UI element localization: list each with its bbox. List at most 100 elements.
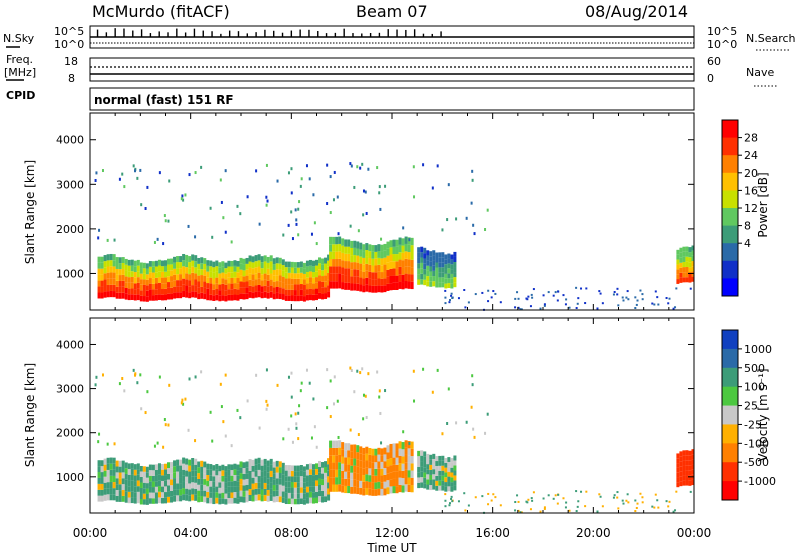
power-cell bbox=[395, 261, 399, 269]
velocity-data bbox=[94, 366, 695, 514]
power-cell bbox=[356, 255, 360, 263]
power-cell bbox=[395, 268, 399, 276]
velocity-cell bbox=[154, 498, 158, 504]
velocity-cell bbox=[374, 489, 378, 496]
power-cell bbox=[121, 274, 125, 281]
velocity-cell bbox=[109, 481, 113, 489]
power-cell bbox=[368, 244, 372, 252]
velocity-cell bbox=[227, 498, 231, 504]
power-cell bbox=[221, 289, 225, 296]
power-cell bbox=[438, 267, 442, 273]
velocity-cell bbox=[332, 440, 336, 448]
velocity-cell bbox=[420, 455, 424, 462]
velocity-cell bbox=[179, 489, 183, 496]
velocity-cell bbox=[182, 457, 186, 464]
power-cell bbox=[109, 260, 113, 267]
power-cell bbox=[260, 280, 264, 287]
velocity-cell bbox=[251, 465, 255, 472]
velocity-cell bbox=[353, 458, 357, 466]
velocity-cell bbox=[118, 460, 122, 467]
velocity-cell bbox=[341, 470, 345, 479]
velocity-cell bbox=[221, 470, 225, 476]
velocity-cell bbox=[203, 467, 207, 474]
power-cell bbox=[299, 284, 303, 290]
velocity-cell bbox=[194, 476, 198, 483]
velocity-scatter-cell bbox=[167, 423, 170, 427]
power-cell bbox=[311, 283, 315, 290]
power-cell bbox=[426, 255, 430, 261]
velocity-scatter-cell bbox=[209, 410, 212, 414]
power-cell bbox=[185, 261, 189, 268]
power-scatter-cell bbox=[576, 302, 579, 305]
velocity-cell bbox=[392, 486, 396, 494]
power-scatter-cell bbox=[448, 301, 451, 304]
velocity-scatter-cell bbox=[554, 494, 557, 497]
power-cell bbox=[423, 274, 427, 280]
power-cell bbox=[432, 276, 436, 282]
velocity-cell bbox=[435, 456, 439, 462]
power-cell bbox=[194, 279, 198, 286]
velocity-cell bbox=[341, 478, 345, 486]
velocity-cell bbox=[420, 450, 424, 456]
velocity-cell bbox=[438, 465, 442, 471]
velocity-cell bbox=[179, 471, 183, 478]
power-scatter-cell bbox=[326, 163, 329, 167]
velocity-cell bbox=[248, 488, 252, 495]
velocity-cell bbox=[127, 474, 131, 481]
velocity-scatter-cell bbox=[444, 499, 447, 502]
power-cell bbox=[341, 274, 345, 283]
power-cell bbox=[679, 267, 683, 273]
velocity-cell bbox=[314, 486, 319, 492]
power-scatter-cell bbox=[287, 171, 290, 175]
velocity-scatter-cell bbox=[282, 437, 285, 441]
power-cell bbox=[377, 244, 381, 252]
power-cell bbox=[239, 269, 243, 276]
power-cell bbox=[417, 279, 421, 285]
power-cell bbox=[115, 280, 119, 287]
power-cell bbox=[407, 281, 411, 289]
power-cell bbox=[441, 257, 445, 263]
velocity-cell bbox=[97, 472, 101, 478]
velocity-scatter-cell bbox=[547, 494, 550, 497]
velocity-cell bbox=[398, 477, 402, 485]
power-scatter-cell bbox=[626, 290, 629, 293]
power-cell bbox=[185, 279, 189, 286]
velocity-cell bbox=[324, 484, 328, 491]
velocity-scatter-cell bbox=[651, 505, 654, 508]
velocity-cell bbox=[227, 469, 231, 476]
velocity-cell bbox=[170, 462, 174, 468]
velocity-cell bbox=[691, 474, 695, 480]
power-cell bbox=[124, 264, 128, 271]
power-cell bbox=[260, 274, 264, 281]
velocity-cell bbox=[142, 471, 146, 478]
power-scatter-cell bbox=[156, 237, 159, 241]
power-cell bbox=[230, 260, 234, 267]
power-scatter-cell bbox=[473, 232, 476, 236]
velocity-cell bbox=[179, 483, 183, 490]
velocity-cell bbox=[157, 497, 161, 504]
power-cell bbox=[324, 281, 328, 288]
velocity-cell bbox=[170, 496, 174, 503]
power-cell bbox=[254, 261, 258, 268]
power-cell bbox=[350, 240, 354, 249]
power-cell bbox=[321, 287, 325, 294]
power-cell bbox=[423, 247, 427, 254]
velocity-cell bbox=[685, 450, 689, 456]
power-cell bbox=[197, 287, 201, 294]
power-cell bbox=[389, 254, 393, 262]
power-cell bbox=[209, 277, 213, 284]
velocity-cell bbox=[118, 472, 122, 479]
velocity-cell bbox=[389, 479, 393, 487]
power-cell bbox=[194, 267, 198, 274]
velocity-cell bbox=[197, 496, 201, 503]
power-cell bbox=[176, 262, 180, 269]
power-cell bbox=[374, 251, 378, 259]
velocity-cell bbox=[327, 476, 331, 483]
power-scatter-cell bbox=[246, 195, 249, 199]
power-cell bbox=[327, 266, 331, 273]
velocity-cell bbox=[327, 488, 331, 495]
power-cell bbox=[224, 262, 228, 269]
power-cell bbox=[329, 236, 333, 245]
power-cell bbox=[251, 280, 255, 287]
velocity-cell bbox=[133, 475, 137, 482]
